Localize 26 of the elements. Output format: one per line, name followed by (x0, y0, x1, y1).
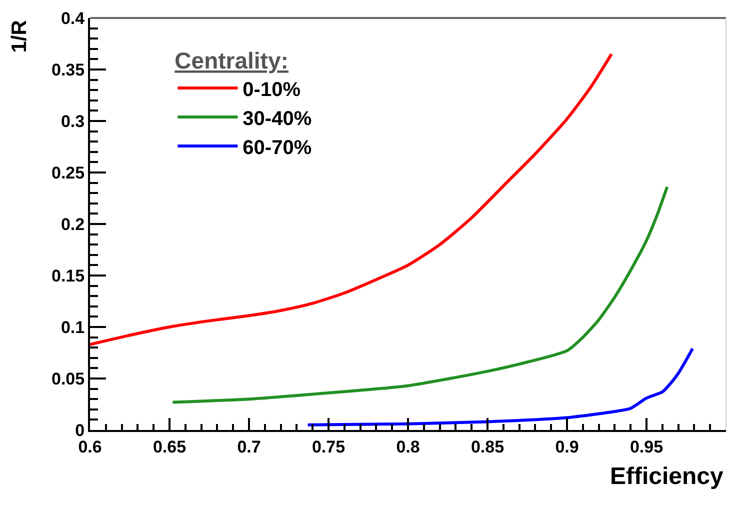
y-tick-label: 0 (75, 420, 85, 440)
x-tick-label: 0.65 (152, 437, 186, 456)
x-tick-label: 0.85 (470, 437, 504, 456)
x-tick-label: 0.7 (237, 437, 261, 456)
y-tick-label: 0.4 (60, 8, 86, 28)
line-series (306, 347, 694, 426)
x-tick-label: 0.6 (78, 437, 102, 456)
x-tick-label: 0.95 (630, 437, 664, 456)
y-tick-label: 0.05 (52, 369, 85, 388)
x-tick-label: 0.75 (312, 437, 346, 456)
y-tick-label: 0.2 (60, 214, 85, 234)
legend-title: Centrality: (174, 48, 288, 74)
y-axis-title: 1/R (8, 20, 31, 53)
y-tick-label: 0.3 (60, 112, 85, 131)
line-series (90, 52, 614, 346)
y-tick-label: 0.15 (52, 266, 85, 286)
y-tick-label: 0.35 (52, 60, 85, 80)
y-tick-label: 0.25 (52, 163, 85, 182)
y-tick-label: 0.1 (60, 318, 85, 337)
legend-label: 30-40% (242, 108, 312, 130)
x-axis-title: Efficiency (610, 463, 724, 490)
x-tick-label: 0.8 (396, 437, 420, 456)
legend-label: 60-70% (242, 136, 312, 159)
line-series (171, 185, 669, 404)
legend-label: 0-10% (242, 78, 301, 101)
x-tick-label: 0.9 (555, 437, 579, 456)
